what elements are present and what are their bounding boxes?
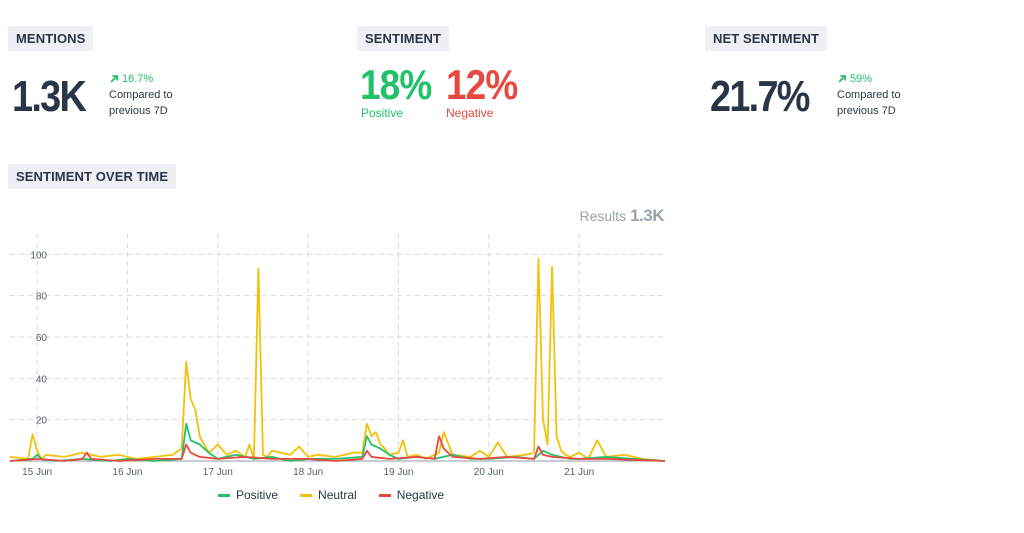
y-tick-label: 40: [36, 374, 48, 385]
net-sentiment-delta-block: 59% Compared to previous 7D: [837, 71, 901, 119]
net-sentiment-header: NET SENTIMENT: [705, 26, 828, 51]
trend-up-icon: [838, 75, 846, 83]
x-tick-label: 18 Jun: [293, 467, 323, 478]
y-tick-label: 100: [30, 250, 47, 261]
legend-item-neutral[interactable]: Neutral: [300, 488, 357, 502]
net-sentiment-delta: 59%: [837, 71, 901, 87]
x-tick-label: 15 Jun: [22, 467, 52, 478]
trend-up-icon: [110, 75, 118, 83]
legend-label-negative: Negative: [396, 488, 445, 502]
x-tick-label: 20 Jun: [474, 467, 504, 478]
net-sentiment-value: 21.7%: [710, 72, 810, 121]
mentions-delta: 16.7%: [109, 71, 173, 87]
x-tick-label: 17 Jun: [203, 467, 233, 478]
series-line-positive: [9, 422, 666, 462]
legend-swatch-negative: [378, 493, 391, 497]
y-tick-label: 80: [36, 292, 48, 303]
results-value: 1.3K: [630, 206, 664, 225]
mentions-compare-line1: Compared to: [109, 89, 173, 101]
mentions-delta-block: 16.7% Compared to previous 7D: [109, 71, 173, 119]
legend-swatch-positive: [218, 493, 230, 497]
net-sentiment-compare-line2: previous 7D: [837, 105, 896, 117]
sentiment-over-time-header: SENTIMENT OVER TIME: [8, 164, 177, 189]
x-tick-label: 16 Jun: [112, 467, 142, 478]
x-tick-label: 21 Jun: [564, 467, 594, 478]
net-sentiment-delta-value: 59%: [850, 73, 873, 85]
y-tick-label: 60: [36, 333, 48, 344]
legend-item-positive[interactable]: Positive: [218, 488, 278, 502]
x-tick-label: 19 Jun: [383, 467, 413, 478]
legend-item-negative[interactable]: Negative: [378, 488, 445, 502]
mentions-value: 1.3K: [12, 72, 87, 121]
mentions-header: MENTIONS: [8, 26, 94, 51]
results-label: Results: [579, 208, 627, 224]
positive-value: 18%: [360, 61, 432, 108]
series-line-negative: [9, 435, 666, 462]
y-tick-label: 20: [36, 416, 48, 427]
results-summary: Results 1.3K: [580, 206, 665, 226]
mentions-delta-value: 16.7%: [122, 73, 154, 85]
net-sentiment-compare-line1: Compared to: [837, 89, 901, 101]
series-line-neutral: [9, 257, 666, 462]
legend-label-positive: Positive: [236, 488, 279, 502]
legend-label-neutral: Neutral: [318, 488, 357, 502]
negative-label: Negative: [446, 106, 494, 120]
mentions-compare-line2: previous 7D: [109, 105, 168, 117]
negative-value: 12%: [446, 61, 518, 108]
sentiment-header: SENTIMENT: [357, 26, 450, 51]
positive-label: Positive: [361, 106, 404, 120]
legend-swatch-neutral: [300, 493, 313, 497]
chart-legend: Positive Neutral Negative: [218, 488, 444, 502]
